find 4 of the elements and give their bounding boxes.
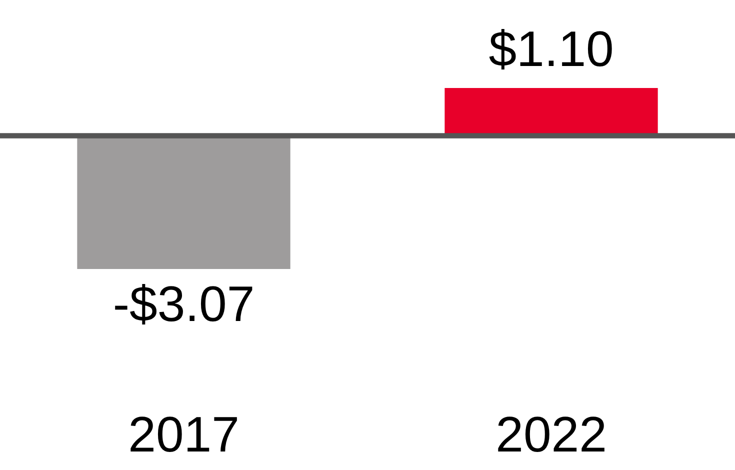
- data-label: $1.10: [488, 21, 614, 77]
- x-tick-label: 2017: [128, 406, 240, 462]
- data-label: -$3.07: [112, 276, 255, 332]
- x-tick-label: 2022: [496, 406, 607, 462]
